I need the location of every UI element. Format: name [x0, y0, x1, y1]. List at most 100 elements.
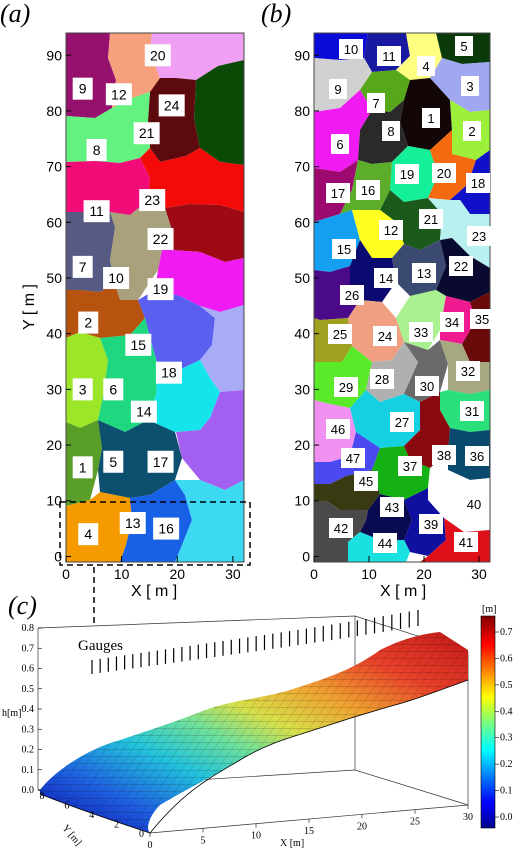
- zone-label-box: [119, 512, 146, 535]
- colorbar-tick-label: 0.2: [500, 759, 513, 770]
- zone-label-box: [147, 278, 174, 301]
- zone-label: 14: [379, 271, 393, 286]
- x-tick-label: 15: [304, 826, 314, 837]
- y-tick-label: 70: [294, 159, 310, 175]
- panel-a: (a): [0, 0, 251, 600]
- zone-label-box: [105, 83, 132, 106]
- z-tick-label: 0.5: [22, 684, 35, 695]
- zone-label: 5: [460, 39, 467, 54]
- zone-label-box: [432, 445, 456, 465]
- zone-label-box: [455, 36, 473, 56]
- zone-label-box: [440, 312, 464, 332]
- zone-label: 45: [359, 474, 373, 489]
- y-tick-label: 10: [294, 493, 310, 509]
- zone-label-box: [454, 532, 478, 552]
- zone-label-box: [370, 369, 394, 389]
- zone-label-box: [412, 263, 436, 283]
- zone-label: 13: [125, 515, 141, 531]
- colorbar-ticks: 0.0 0.1 0.2 0.3 0.4 0.5 0.6 0.7: [495, 627, 513, 823]
- zone-label: 27: [395, 415, 409, 430]
- zone-label-box: [398, 456, 422, 476]
- y-tick-label: 30: [294, 381, 310, 397]
- y-tick-label: 60: [294, 214, 310, 230]
- zone-label: 8: [387, 124, 394, 139]
- zone-label-box: [326, 183, 350, 203]
- zone-label: 3: [466, 79, 473, 94]
- zone-label: 26: [345, 288, 359, 303]
- zone-label: 43: [385, 500, 399, 515]
- y-axis-label-a: Y [ m ]: [21, 284, 38, 330]
- zone-label: 23: [144, 192, 160, 208]
- zone-label: 29: [339, 380, 353, 395]
- gauges-label: Gauges: [78, 638, 123, 654]
- zone-label-box: [409, 322, 433, 342]
- zone-label-box: [374, 268, 398, 288]
- zone-label-box: [462, 494, 486, 514]
- zone-label: 38: [437, 448, 451, 463]
- water-surface: [39, 632, 469, 834]
- zone-label-box: [422, 108, 440, 128]
- zone-label: 28: [375, 372, 389, 387]
- y-tick-label: 0: [139, 829, 144, 840]
- zone-label-box: [432, 163, 456, 183]
- colorbar-tick-label: 0.3: [500, 733, 513, 744]
- zone-label: 5: [109, 454, 117, 470]
- zone-label-box: [380, 497, 404, 517]
- axes-frame-b: [313, 32, 491, 563]
- zone-label: 7: [372, 96, 379, 111]
- y-axis-label-c: Y [m]: [60, 823, 84, 848]
- zone-label-box: [329, 79, 347, 99]
- zone-label: 12: [111, 86, 127, 102]
- x-tick-label: 5: [201, 835, 206, 846]
- zone-label: 12: [384, 223, 398, 238]
- zone-label-box: [339, 39, 363, 59]
- y-tick-label: 40: [46, 326, 62, 342]
- axes-frame-a: [65, 32, 245, 563]
- z-tick-label: 0.3: [22, 724, 35, 735]
- zone-label: 1: [79, 459, 87, 475]
- zone-label-box: [415, 376, 439, 396]
- x-tick-label: 20: [357, 821, 367, 832]
- y-tick-label: 50: [294, 270, 310, 286]
- zone-label-box: [147, 450, 174, 473]
- zone-label: 9: [79, 81, 87, 97]
- zone-label: 13: [417, 266, 431, 281]
- x-axis-label-c: X [m]: [280, 838, 304, 849]
- zone-label: 16: [158, 521, 174, 537]
- zone-label-box: [133, 122, 160, 145]
- zone-label: 15: [131, 337, 147, 353]
- zone-label: 41: [459, 535, 473, 550]
- z-tick-label: 0.4: [22, 704, 35, 715]
- zone-label-box: [103, 378, 124, 401]
- x-tick-label: 0: [310, 566, 318, 582]
- zone-label-box: [390, 412, 414, 432]
- zone-label-box: [125, 333, 152, 356]
- axis-ticks-a: 0 10 20 30 0 10 20 30 40 50 60 70 80 90: [46, 47, 240, 582]
- zone-label-box: [139, 189, 166, 212]
- panel-a-label: (a): [0, 0, 30, 28]
- panel-c-label: (c): [8, 591, 37, 620]
- zone-label: 21: [424, 212, 438, 227]
- zone-label-box: [72, 255, 93, 278]
- zone-label: 2: [84, 315, 92, 331]
- zoom-box: [59, 501, 251, 566]
- zone-label: 1: [427, 111, 434, 126]
- zone-label: 19: [153, 281, 169, 297]
- zone-label: 31: [465, 404, 479, 419]
- zone-label: 42: [334, 521, 348, 536]
- zone-label: 22: [153, 231, 169, 247]
- y-tick-label: 20: [46, 437, 62, 453]
- colorbar-tick-label: 0.7: [500, 627, 513, 638]
- zone-label-box: [467, 226, 491, 246]
- zone-label: 30: [420, 379, 434, 394]
- zone-label-box: [78, 311, 99, 334]
- zone-label: 36: [470, 449, 484, 464]
- zone-label-box: [340, 285, 364, 305]
- zone-label-box: [72, 378, 93, 401]
- zone-label-box: [144, 44, 171, 67]
- zone-label-box: [326, 419, 350, 439]
- z-tick-label: 0.8: [22, 623, 35, 634]
- y-tick-label: 6: [64, 800, 69, 811]
- zone-label: 10: [108, 270, 124, 286]
